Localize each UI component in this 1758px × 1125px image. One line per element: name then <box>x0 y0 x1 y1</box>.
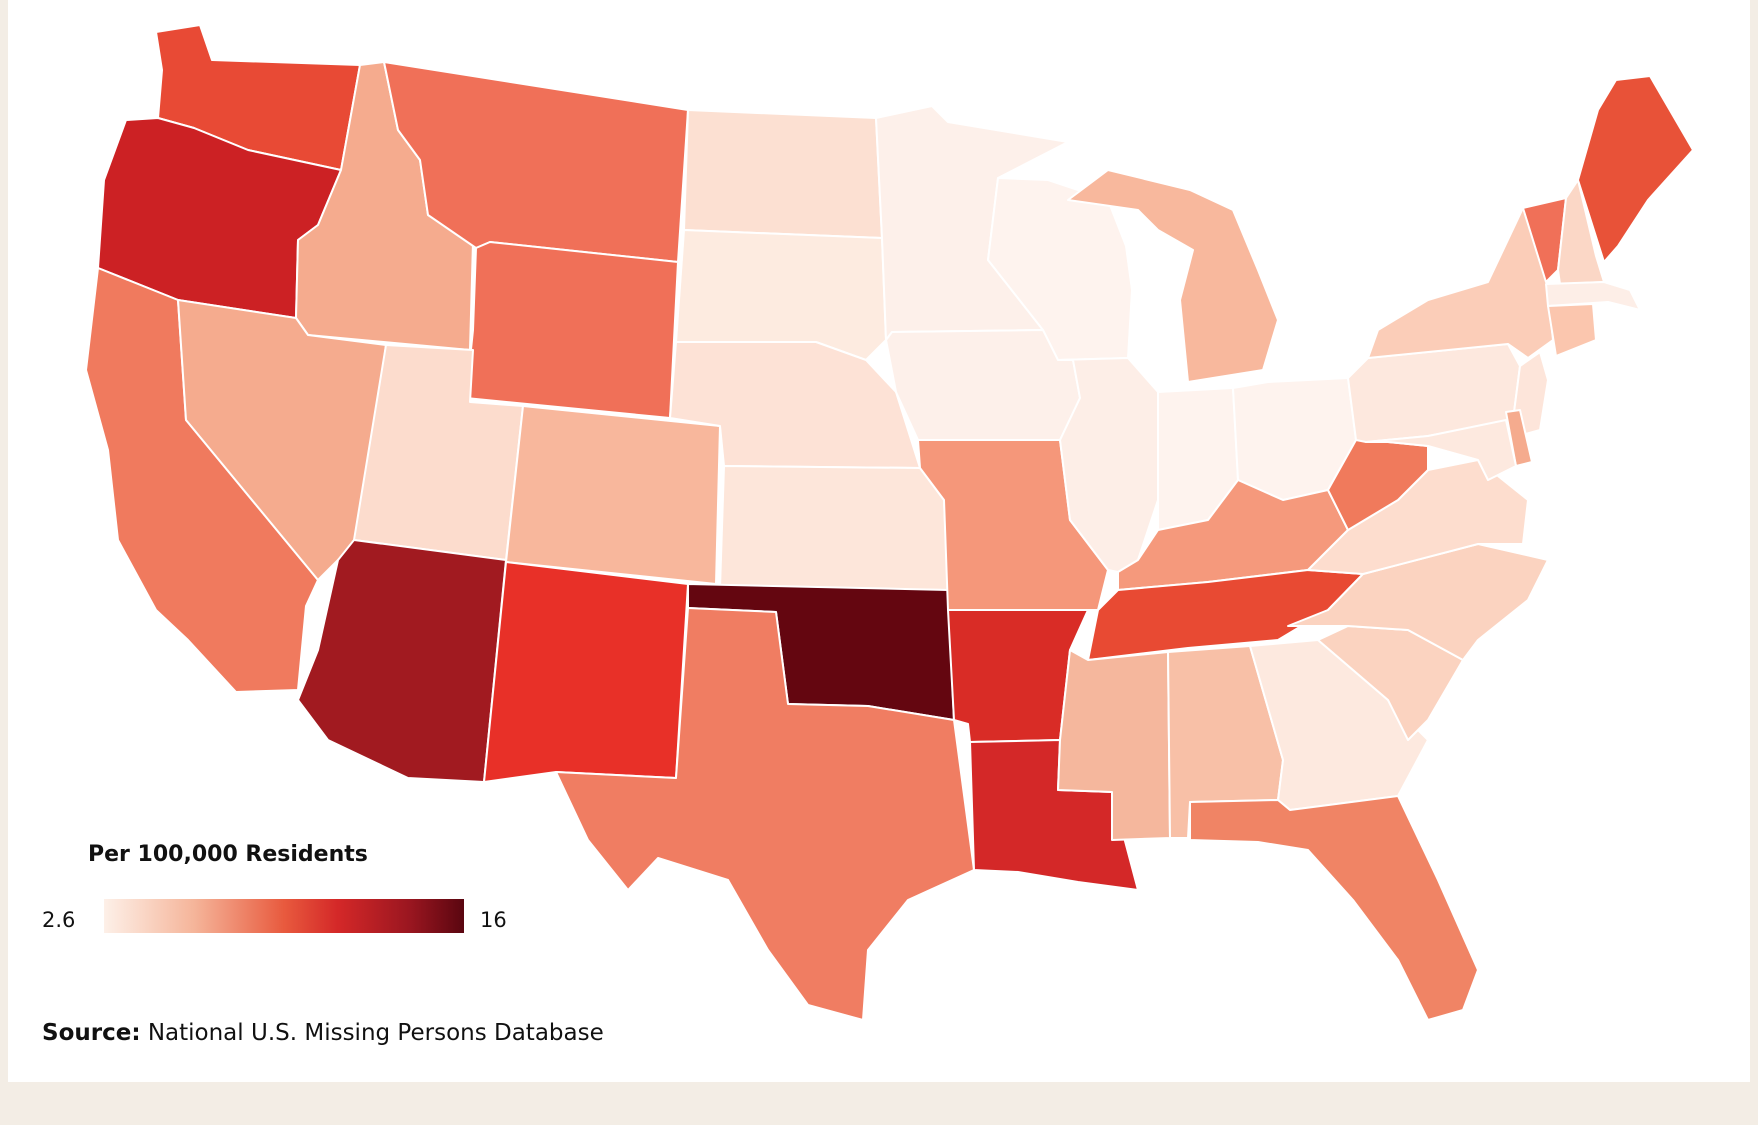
legend-color-scale <box>104 899 464 933</box>
state-wy[interactable] <box>465 241 679 419</box>
state-nm[interactable] <box>483 561 689 783</box>
state-md[interactable] <box>1365 419 1517 481</box>
state-tx[interactable] <box>555 607 975 1021</box>
source-note: Source: National U.S. Missing Persons Da… <box>42 1020 604 1046</box>
state-nc[interactable] <box>1287 543 1549 661</box>
state-sd[interactable] <box>675 229 887 361</box>
source-text: National U.S. Missing Persons Database <box>147 1020 604 1046</box>
map-panel: Per 100,000 Residents 2.6 16 Source: Nat… <box>8 0 1750 1082</box>
state-mi[interactable] <box>1067 169 1279 383</box>
state-wi[interactable] <box>987 177 1133 361</box>
us-choropleth-map <box>85 24 1694 1021</box>
source-label: Source: <box>42 1020 141 1046</box>
state-nd[interactable] <box>683 109 883 239</box>
state-fl[interactable] <box>1189 795 1479 1021</box>
state-ct[interactable] <box>1547 303 1597 357</box>
legend-title: Per 100,000 Residents <box>88 842 368 867</box>
state-il[interactable] <box>1057 357 1159 573</box>
legend-max-label: 16 <box>480 908 507 932</box>
state-me[interactable] <box>1577 75 1694 263</box>
legend-min-label: 2.6 <box>42 908 76 932</box>
state-az[interactable] <box>297 539 507 783</box>
state-ny[interactable] <box>1367 207 1554 359</box>
state-co[interactable] <box>505 405 721 585</box>
state-ks[interactable] <box>719 465 949 591</box>
